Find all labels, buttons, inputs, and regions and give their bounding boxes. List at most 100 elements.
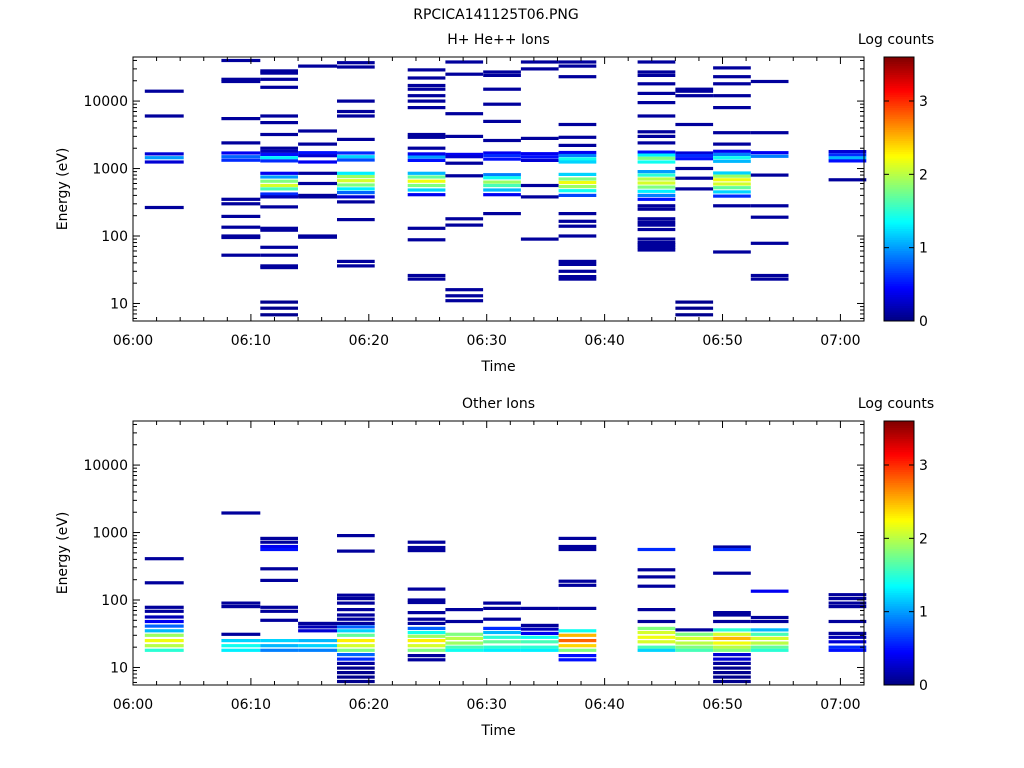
spectrogram-cell xyxy=(558,212,597,216)
spectrogram-cell xyxy=(407,188,446,192)
colorbar-segment xyxy=(884,215,914,218)
colorbar-segment xyxy=(884,145,914,148)
spectrogram-cell xyxy=(637,189,676,193)
colorbar-segment xyxy=(884,495,914,499)
spectrogram-cell xyxy=(520,158,559,162)
colorbar-segment xyxy=(884,577,914,580)
colorbar: 0 1 2 3 Log counts xyxy=(858,396,934,694)
colorbar-segment xyxy=(884,678,914,681)
colorbar-segment xyxy=(884,616,914,620)
spectrogram-cell xyxy=(298,129,337,133)
colorbar-segment xyxy=(884,101,914,104)
spectrogram-cell xyxy=(407,183,446,188)
spectrogram-cell xyxy=(483,73,521,77)
colorbar-segment xyxy=(884,237,914,240)
spectrogram-cell xyxy=(637,245,676,249)
spectrogram-cell xyxy=(675,157,714,161)
spectrogram-cell xyxy=(558,122,597,127)
spectrogram-cell xyxy=(260,192,298,196)
spectrogram-cell xyxy=(298,644,337,648)
spectrogram-cell xyxy=(713,156,751,160)
colorbar-segment xyxy=(884,561,914,565)
colorbar-segment xyxy=(884,447,914,450)
colorbar-segment xyxy=(884,465,914,468)
colorbar-segment xyxy=(884,478,914,481)
colorbar-segment xyxy=(884,261,914,265)
colorbar-segment xyxy=(884,109,914,113)
spectrogram-cell xyxy=(637,619,676,624)
colorbar-segment xyxy=(884,517,914,521)
colorbar-segment xyxy=(884,449,914,453)
spectrogram-cell xyxy=(520,640,559,644)
spectrogram-cell xyxy=(144,615,184,619)
spectrogram-cell xyxy=(298,151,337,155)
spectrogram-cell xyxy=(713,190,751,194)
spectrogram-cell xyxy=(337,158,375,162)
colorbar-segment xyxy=(884,509,914,512)
spectrogram-cell xyxy=(144,644,184,648)
spectrogram-cell xyxy=(713,632,751,636)
colorbar-segment xyxy=(884,553,914,556)
spectrogram-cell xyxy=(637,584,676,588)
spectrogram-cell xyxy=(558,269,597,273)
colorbar-segment xyxy=(884,68,914,71)
colorbar-segment xyxy=(884,94,914,97)
spectrogram-cell xyxy=(828,597,867,601)
spectrogram-cell xyxy=(558,639,597,643)
colorbar-segment xyxy=(884,480,914,483)
spectrogram-cell xyxy=(260,149,298,153)
colorbar-segment xyxy=(884,542,914,545)
spectrogram-cell xyxy=(558,153,597,158)
spectrogram-cell xyxy=(221,235,261,240)
colorbar-segment xyxy=(884,445,914,448)
spectrogram-cell xyxy=(445,174,484,178)
colorbar-segment xyxy=(884,680,914,684)
spectrogram-cell xyxy=(675,636,714,640)
colorbar-segment xyxy=(884,451,914,455)
spectrogram-cell xyxy=(407,193,446,197)
spectrogram-cell xyxy=(713,571,751,575)
spectrogram-cell xyxy=(298,160,337,164)
spectrogram-cell xyxy=(407,171,446,175)
spectrogram-cell xyxy=(828,601,867,605)
spectrogram-cell xyxy=(558,277,597,281)
spectrogram-cell xyxy=(298,181,337,186)
spectrogram-cell xyxy=(483,617,521,621)
colorbar-segment xyxy=(884,244,914,247)
colorbar-segment xyxy=(884,92,914,95)
spectrogram-cell xyxy=(298,195,337,199)
spectrogram-cell xyxy=(828,159,867,163)
colorbar-segment xyxy=(884,645,914,648)
spectrogram-cell xyxy=(483,138,521,143)
spectrogram-cell xyxy=(260,171,298,175)
colorbar-segment xyxy=(884,173,914,177)
colorbar-segment xyxy=(884,586,914,589)
spectrogram-cell xyxy=(445,223,484,227)
colorbar-segment xyxy=(884,235,914,238)
spectrogram-cell xyxy=(713,186,751,190)
spectrogram-cell xyxy=(558,177,597,181)
colorbar-segment xyxy=(884,200,914,203)
colorbar-segment xyxy=(884,627,914,631)
spectrogram-cell xyxy=(675,153,714,158)
spectrogram-cell xyxy=(520,645,559,649)
spectrogram-cell xyxy=(637,193,676,197)
spectrogram-cell xyxy=(558,189,597,193)
colorbar-segment xyxy=(884,206,914,210)
spectrogram-cell xyxy=(337,593,375,597)
spectrogram-cell xyxy=(260,226,298,230)
spectrogram-cell xyxy=(260,156,298,160)
spectrogram-cell xyxy=(260,69,298,73)
colorbar-segment xyxy=(884,103,914,106)
colorbar-segment xyxy=(884,252,914,256)
spectrogram-cell xyxy=(637,173,676,177)
spectrogram-cell xyxy=(337,99,375,103)
spectrogram-cell xyxy=(713,149,751,153)
colorbar-segment xyxy=(884,87,914,91)
spectrogram-cell xyxy=(445,636,484,640)
colorbar-segment xyxy=(884,632,914,635)
colorbar-segment xyxy=(884,462,914,466)
spectrogram-cell xyxy=(337,175,375,179)
colorbar-segment xyxy=(884,65,914,69)
spectrogram-cell xyxy=(298,154,337,158)
